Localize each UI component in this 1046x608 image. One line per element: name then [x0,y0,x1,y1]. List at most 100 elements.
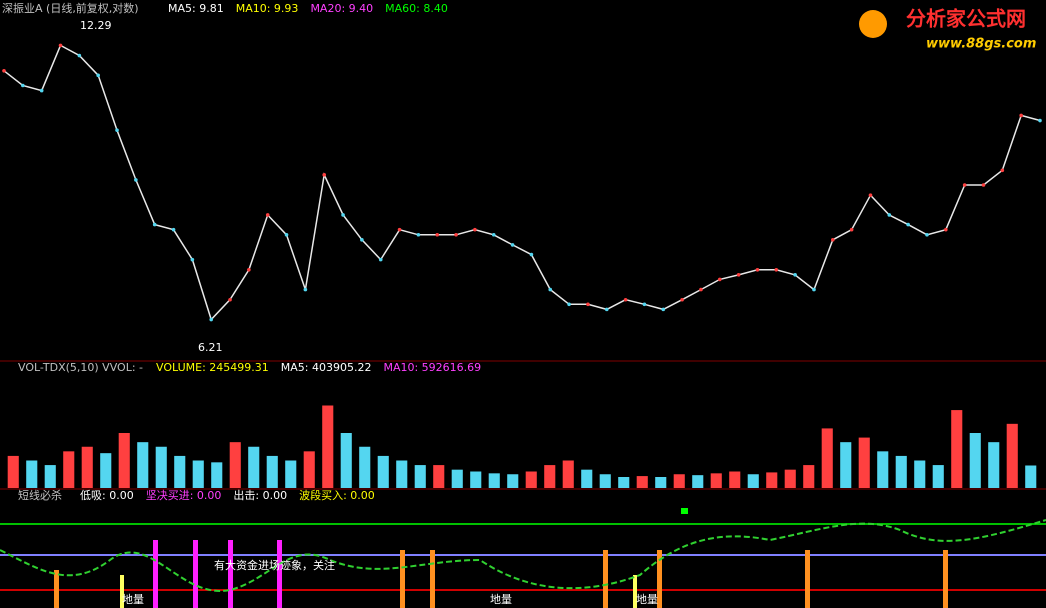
volume-bar [137,442,149,488]
price-point [774,267,779,272]
volume-bar [155,446,167,488]
price-point [378,257,383,262]
volume-bar [322,405,334,488]
price-point [473,227,477,232]
volume-bar [396,460,408,488]
volume-bar [747,474,759,488]
volume-bar [951,410,963,488]
logo-title: 分析家公式网 [906,7,1026,31]
volume-bar [858,437,870,488]
price-title: 深振业A (日线,前复权,对数) [2,1,139,15]
signal-note: 有大资金进场迹象，关注 [214,558,335,572]
legend-item: MA5: 403905.22 [281,361,372,374]
price-point [58,43,63,48]
price-point [39,88,44,93]
price-line [3,44,1041,321]
legend-item: 低吸: 0.00 [80,489,134,502]
volume-bar [7,455,19,488]
low-label: 6.21 [198,341,223,354]
volume-bar [877,451,889,488]
price-point [887,213,892,217]
price-point [1038,118,1042,123]
price-point [209,317,213,322]
volume-bar [821,428,833,488]
price-point [736,273,741,277]
price-point [341,213,345,217]
logo-url: www.88gs.com [926,37,1036,52]
legend-item: MA10: 592616.69 [383,361,481,374]
volume-bar [988,442,1000,488]
signal-mark: 地量 [636,593,658,606]
price-point [868,193,873,197]
volume-bar [118,433,130,488]
volume-bar [414,465,426,488]
price-point [435,232,440,237]
price-point [981,183,986,187]
volume-bar [544,465,556,488]
volume-title: VOL-TDX(5,10) VVOL: - [18,361,143,374]
signal-bars [54,508,948,608]
signal-title: 短线必杀 [18,488,62,502]
price-point [454,232,458,237]
volume-bar [470,471,482,488]
legend-item: 出击: 0.00 [233,488,287,502]
volume-bar [1006,423,1018,488]
volume-bar [63,451,75,488]
volume-bar [969,433,981,488]
volume-bar [581,469,593,488]
signal-mark: 地量 [490,593,512,606]
volume-bar [914,460,926,488]
price-point [265,213,270,217]
price-point [510,243,515,247]
price-point [152,222,157,227]
price-point [322,173,327,177]
price-point [812,287,816,292]
volume-bar [285,460,297,488]
volume-bar [784,469,796,488]
price-point [134,178,138,182]
price-point [831,238,835,242]
volume-bar [266,455,278,488]
price-point [604,307,609,312]
volume-bar [229,442,241,488]
volume-bar [174,455,186,488]
price-point [529,252,534,257]
volume-bar [729,471,741,488]
price-point [228,297,232,302]
volume-bar [100,453,112,488]
price-point [717,277,722,282]
legend-item: MA5: 9.81 [168,2,224,15]
price-point [1019,113,1023,118]
legend-item: VOLUME: 245499.31 [156,361,269,374]
volume-bar [895,455,907,488]
volume-bar [766,472,778,488]
volume-bar [81,446,93,488]
price-point [397,227,402,232]
price-point [548,287,553,292]
price-point [2,68,6,73]
price-point [962,183,967,187]
price-point [925,232,929,237]
volume-bar [840,442,852,488]
legend-item: MA20: 9.40 [310,2,373,15]
price-point [567,302,571,307]
volume-bar [211,462,223,488]
price-point [755,267,760,272]
high-label: 12.29 [80,19,112,32]
price-point [680,297,684,302]
volume-bar [507,474,519,488]
signal-curve [0,519,1046,592]
price-point [642,302,647,307]
volume-bar [673,474,685,488]
volume-bar [692,475,704,488]
price-point [171,227,176,232]
volume-bar [655,477,667,488]
price-point [96,73,100,78]
price-point [416,232,421,237]
volume-bar [525,471,537,488]
legend-item: 波段买入: 0.00 [299,488,375,502]
price-point [77,53,82,58]
